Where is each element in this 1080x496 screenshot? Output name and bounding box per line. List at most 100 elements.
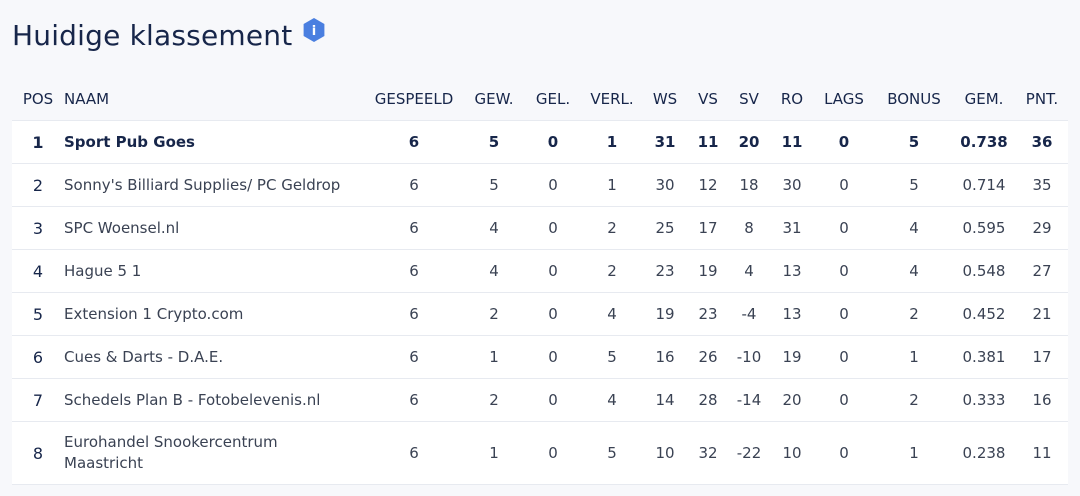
table-row: 5 Extension 1 Crypto.com 6 2 0 4 19 23 -…: [12, 292, 1068, 336]
cell-gew: 4: [489, 262, 499, 280]
header-gespeeld[interactable]: GESPEELD: [374, 90, 454, 108]
cell-verl: 4: [607, 305, 617, 323]
cell-bonus: 4: [909, 219, 919, 237]
cell-gespeeld: 6: [409, 219, 419, 237]
cell-pnt: 17: [1032, 348, 1052, 366]
cell-gew: 1: [489, 444, 499, 462]
cell-ws: 23: [655, 262, 675, 280]
cell-pnt: 29: [1032, 219, 1052, 237]
header-lags[interactable]: LAGS: [824, 90, 864, 108]
cell-vs: 19: [698, 262, 718, 280]
cell-ro: 13: [782, 262, 802, 280]
cell-ro: 10: [782, 444, 802, 462]
cell-gel: 0: [548, 305, 558, 323]
header-pos[interactable]: POS: [22, 90, 54, 108]
cell-gel: 0: [548, 348, 558, 366]
cell-naam[interactable]: SPC Woensel.nl: [64, 218, 180, 237]
cell-naam[interactable]: Eurohandel Snookercentrum Maastricht: [64, 433, 278, 472]
table-row: 3 SPC Woensel.nl 6 4 0 2 25 17 8 31 0 4 …: [12, 206, 1068, 250]
cell-gespeeld: 6: [409, 391, 419, 409]
cell-verl: 1: [606, 133, 618, 151]
cell-ws: 19: [655, 305, 675, 323]
cell-bonus: 1: [909, 444, 919, 462]
cell-pnt: 11: [1032, 444, 1052, 462]
header-ro[interactable]: RO: [780, 90, 804, 108]
header-ws[interactable]: WS: [652, 90, 678, 108]
table-row: 1 Sport Pub Goes 6 5 0 1 31 11 20 11 0 5…: [12, 120, 1068, 164]
cell-bonus: 2: [909, 391, 919, 409]
cell-pos: 1: [32, 132, 44, 152]
cell-vs: 17: [698, 219, 718, 237]
cell-gel: 0: [548, 262, 558, 280]
cell-bonus: 4: [909, 262, 919, 280]
cell-lags: 0: [839, 262, 849, 280]
cell-naam[interactable]: Cues & Darts - D.A.E.: [64, 347, 224, 366]
cell-ro: 31: [782, 219, 802, 237]
cell-gem: 0.452: [962, 305, 1006, 323]
cell-sv: 4: [744, 262, 754, 280]
cell-lags: 0: [839, 348, 849, 366]
table-row: 7 Schedels Plan B - Fotobelevenis.nl 6 2…: [12, 378, 1068, 422]
header-naam[interactable]: NAAM: [64, 90, 110, 108]
cell-vs: 32: [698, 444, 718, 462]
cell-gespeeld: 6: [409, 305, 419, 323]
info-icon[interactable]: i: [301, 17, 327, 43]
table-row: 8 Eurohandel Snookercentrum Maastricht 6…: [12, 421, 1068, 485]
cell-ws: 30: [655, 176, 675, 194]
table-row: 4 Hague 5 1 6 4 0 2 23 19 4 13 0 4 0.548…: [12, 249, 1068, 293]
cell-lags: 0: [838, 133, 850, 151]
cell-gem: 0.714: [962, 176, 1006, 194]
cell-gel: 0: [548, 176, 558, 194]
cell-naam[interactable]: Schedels Plan B - Fotobelevenis.nl: [64, 390, 321, 409]
cell-ro: 30: [782, 176, 802, 194]
cell-gew: 4: [489, 219, 499, 237]
cell-naam[interactable]: Extension 1 Crypto.com: [64, 304, 244, 323]
header-sv[interactable]: SV: [739, 90, 759, 108]
cell-verl: 2: [607, 219, 617, 237]
header-gem[interactable]: GEM.: [964, 90, 1004, 108]
cell-pnt: 16: [1032, 391, 1052, 409]
cell-pos: 3: [32, 218, 44, 238]
cell-pnt: 27: [1032, 262, 1052, 280]
table-row: 2 Sonny's Billiard Supplies/ PC Geldrop …: [12, 163, 1068, 207]
table-row: 6 Cues & Darts - D.A.E. 6 1 0 5 16 26 -1…: [12, 335, 1068, 379]
header-vs[interactable]: VS: [698, 90, 718, 108]
header-pnt[interactable]: PNT.: [1025, 90, 1059, 108]
cell-ws: 25: [655, 219, 675, 237]
cell-lags: 0: [839, 305, 849, 323]
cell-lags: 0: [839, 176, 849, 194]
cell-naam[interactable]: Sport Pub Goes: [64, 132, 195, 151]
cell-sv: 18: [739, 176, 759, 194]
cell-sv: 8: [744, 219, 754, 237]
cell-gel: 0: [548, 444, 558, 462]
cell-ws: 10: [655, 444, 675, 462]
standings-table: POS NAAM GESPEELD GEW. GEL. VERL. WS VS …: [12, 78, 1068, 485]
cell-naam[interactable]: Sonny's Billiard Supplies/ PC Geldrop: [64, 175, 341, 194]
cell-gew: 5: [489, 176, 499, 194]
cell-gew: 2: [489, 391, 499, 409]
cell-verl: 5: [607, 348, 617, 366]
table-body: 1 Sport Pub Goes 6 5 0 1 31 11 20 11 0 5…: [12, 120, 1068, 485]
info-icon-label: i: [312, 24, 316, 39]
cell-gespeeld: 6: [408, 133, 420, 151]
cell-ro: 20: [782, 391, 802, 409]
header-verl[interactable]: VERL.: [590, 90, 634, 108]
cell-verl: 4: [607, 391, 617, 409]
header-bonus[interactable]: BONUS: [887, 90, 941, 108]
cell-sv: 20: [738, 133, 760, 151]
cell-sv: -10: [736, 348, 762, 366]
cell-vs: 12: [698, 176, 718, 194]
table-header: POS NAAM GESPEELD GEW. GEL. VERL. WS VS …: [12, 78, 1068, 121]
header-row: POS NAAM GESPEELD GEW. GEL. VERL. WS VS …: [12, 78, 1068, 121]
header-gew[interactable]: GEW.: [474, 90, 514, 108]
cell-naam[interactable]: Hague 5 1: [64, 261, 142, 280]
cell-ws: 31: [654, 133, 676, 151]
header-gel[interactable]: GEL.: [535, 90, 571, 108]
cell-pos: 2: [32, 175, 44, 195]
cell-vs: 23: [698, 305, 718, 323]
cell-lags: 0: [839, 219, 849, 237]
cell-pos: 6: [32, 347, 44, 367]
cell-sv: -14: [736, 391, 762, 409]
cell-verl: 5: [607, 444, 617, 462]
